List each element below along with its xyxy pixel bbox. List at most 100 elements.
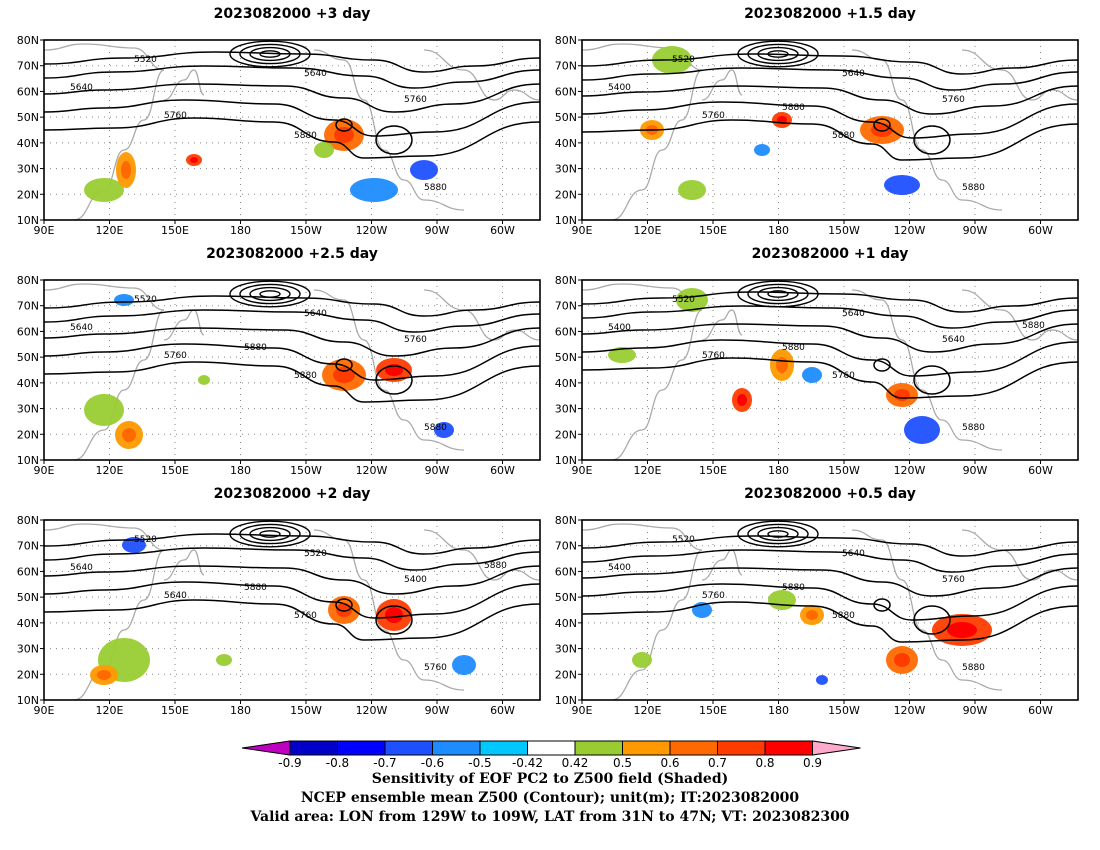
lat-label: 30N: [17, 163, 39, 176]
z500-contours: [581, 535, 1079, 643]
contour-label: 5520: [134, 55, 157, 65]
contour-label: 5520: [134, 295, 157, 305]
colorbar-tick: 0.7: [708, 756, 727, 768]
colorbar-tick: -0.9: [278, 756, 301, 768]
contour-label: 5640: [304, 309, 327, 319]
colorbar-swatch: [479, 740, 528, 756]
contour-label: 5640: [70, 323, 93, 333]
lat-label: 60N: [555, 325, 577, 338]
lon-label: 60W: [1028, 224, 1053, 237]
z500-contours: [43, 295, 541, 403]
colorbar-swatch: [527, 740, 576, 756]
lat-label: 80N: [555, 34, 577, 47]
lat-label: 40N: [17, 617, 39, 630]
lat-label: 50N: [17, 111, 39, 124]
lon-label: 150E: [161, 704, 189, 717]
contour-label: 5760: [702, 351, 725, 361]
map-panel-1: 5520 5640 5640 5760 5760 5880 5880 80N 70N 60N 50N…: [17, 34, 541, 237]
lon-label: 90E: [572, 464, 593, 477]
lat-label: 70N: [555, 60, 577, 73]
colorbar-tick: -0.7: [373, 756, 396, 768]
lat-label: 70N: [17, 540, 39, 553]
colorbar-swatch: [432, 740, 481, 756]
contour-label: 5400: [404, 575, 427, 585]
lat-label: 80N: [17, 274, 39, 287]
z500-contours: [43, 533, 541, 641]
lon-label: 150W: [828, 464, 860, 477]
colorbar: -0.9 -0.8 -0.7 -0.6 -0.5 -0.42 0.42 0.5 0.6 0.7 0.…: [241, 740, 861, 768]
lon-label: 150W: [290, 704, 322, 717]
contour-label: 5400: [608, 83, 631, 93]
colorbar-tick: -0.6: [421, 756, 444, 768]
contour-label: 5880: [484, 561, 507, 571]
colorbar-tick: 0.5: [613, 756, 632, 768]
lon-label: 60W: [490, 224, 515, 237]
colorbar-swatch: [574, 740, 623, 756]
panel-title-2: 2023082000 +1.5 day: [744, 6, 916, 22]
lat-label: 80N: [17, 514, 39, 527]
contour-label: 5640: [842, 549, 865, 559]
contour-label: 5880: [962, 663, 985, 673]
contour-label: 5400: [608, 563, 631, 573]
contour-label: 5760: [424, 663, 447, 673]
lat-label: 20N: [17, 188, 39, 201]
contour-label: 5880: [294, 131, 317, 141]
lat-label: 60N: [17, 85, 39, 98]
lon-label: 60W: [1028, 464, 1053, 477]
lon-label: 150E: [161, 464, 189, 477]
lat-label: 10N: [555, 694, 577, 707]
z500-contours: [581, 53, 1079, 161]
map-panel-3: 5520 5640 5640 5760 5760 5880 5880 5880 80N 70N 60…: [17, 274, 541, 477]
map-panel-4: 5520 5640 5400 5640 5760 5760 5880 5880 5880 80N 7…: [555, 274, 1079, 477]
lon-label: 120E: [96, 704, 124, 717]
colorbar-left-arrow: [241, 740, 291, 756]
lat-label: 70N: [17, 60, 39, 73]
lon-label: 180: [768, 464, 789, 477]
contour-label: 5760: [832, 371, 855, 381]
lon-label: 180: [230, 704, 251, 717]
colorbar-tick: -0.8: [326, 756, 349, 768]
contour-label: 5880: [1022, 321, 1045, 331]
contour-label: 5640: [70, 83, 93, 93]
panel-title-3: 2023082000 +2.5 day: [206, 246, 378, 262]
contour-label: 5880: [782, 103, 805, 113]
contour-label: 5640: [842, 309, 865, 319]
panel-title-6: 2023082000 +0.5 day: [744, 486, 916, 502]
lat-label: 30N: [17, 643, 39, 656]
contour-label: 5880: [832, 611, 855, 621]
map-panel-2: 5520 5640 5400 5760 5760 5880 5880 5880 80N 70N 60…: [555, 34, 1079, 237]
lon-label: 120W: [894, 464, 926, 477]
lat-label: 20N: [555, 428, 577, 441]
contour-label: 5760: [942, 575, 965, 585]
lat-label: 40N: [17, 137, 39, 150]
panel-title-5: 2023082000 +2 day: [213, 486, 371, 502]
lon-label: 180: [768, 224, 789, 237]
map-panel-6: 5520 5640 5400 5760 5760 5880 5880 5880 80N 70N 60…: [555, 514, 1079, 717]
lat-label: 60N: [555, 565, 577, 578]
lat-label: 50N: [17, 591, 39, 604]
lat-label: 70N: [555, 540, 577, 553]
lat-label: 10N: [17, 694, 39, 707]
lat-label: 20N: [555, 668, 577, 681]
contour-label: 5760: [404, 95, 427, 105]
lon-label: 60W: [490, 464, 515, 477]
caption-line-3: Valid area: LON from 129W to 109W, LAT f…: [250, 809, 850, 825]
lon-label: 120W: [356, 704, 388, 717]
contour-label: 5640: [304, 69, 327, 79]
contour-label: 5520: [672, 295, 695, 305]
contour-label: 5880: [782, 583, 805, 593]
colorbar-swatch: [622, 740, 671, 756]
contour-label: 5880: [962, 183, 985, 193]
contour-label: 5760: [702, 111, 725, 121]
lon-label: 150E: [699, 464, 727, 477]
contour-label: 5520: [672, 55, 695, 65]
lon-label: 150E: [699, 224, 727, 237]
colorbar-swatch: [717, 740, 766, 756]
lat-label: 10N: [555, 214, 577, 227]
lat-label: 50N: [555, 111, 577, 124]
contour-label: 5880: [424, 183, 447, 193]
colorbar-tick: 0.8: [755, 756, 774, 768]
lat-label: 60N: [17, 325, 39, 338]
lat-label: 40N: [555, 377, 577, 390]
colorbar-swatch: [384, 740, 433, 756]
